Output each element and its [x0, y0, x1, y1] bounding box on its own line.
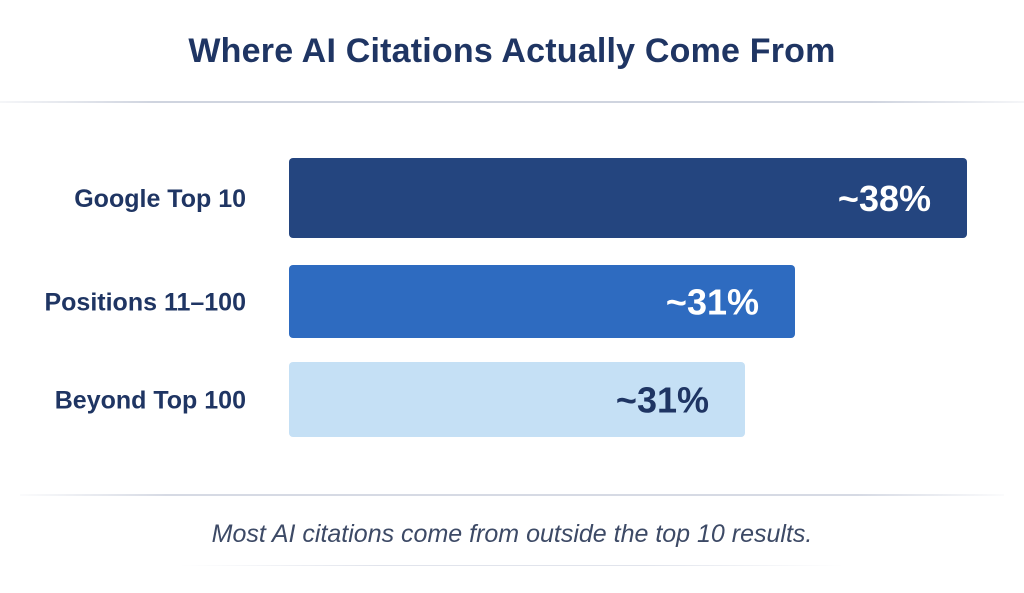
bar-beyond-top-100: [289, 362, 745, 437]
category-label-beyond-top-100: Beyond Top 100: [55, 387, 246, 415]
value-label-beyond-top-100: ~31%: [616, 380, 709, 421]
category-label-positions-11-100: Positions 11–100: [44, 289, 246, 317]
chart-caption: Most AI citations come from outside the …: [211, 520, 813, 548]
bar-positions-11-100: [289, 265, 795, 338]
category-label-google-top-10: Google Top 10: [74, 185, 246, 213]
value-label-positions-11-100: ~31%: [666, 282, 759, 323]
title-divider: [0, 101, 1024, 103]
chart-title: Where AI Citations Actually Come From: [188, 32, 836, 70]
caption-divider: [20, 494, 1004, 496]
caption-underline: [180, 565, 844, 566]
bar-google-top-10: [289, 158, 967, 238]
value-label-google-top-10: ~38%: [838, 178, 931, 219]
